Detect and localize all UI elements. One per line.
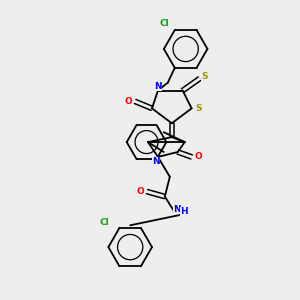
Text: S: S <box>195 104 202 113</box>
Text: N: N <box>173 205 181 214</box>
Text: Cl: Cl <box>159 19 169 28</box>
Text: N: N <box>152 158 160 166</box>
Text: O: O <box>195 152 203 161</box>
Text: H: H <box>180 207 188 216</box>
Text: O: O <box>136 187 144 196</box>
Text: Cl: Cl <box>99 218 109 227</box>
Text: N: N <box>154 82 162 91</box>
Text: O: O <box>124 97 132 106</box>
Text: S: S <box>201 72 208 81</box>
